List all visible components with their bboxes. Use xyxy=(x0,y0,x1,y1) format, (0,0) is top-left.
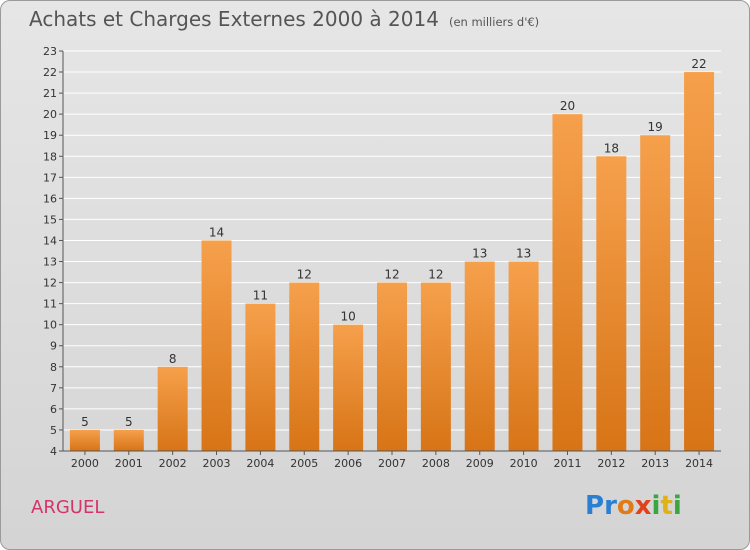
y-tick-label: 15 xyxy=(43,213,57,226)
proxiti-logo: Proxiti xyxy=(585,491,682,521)
y-tick-label: 8 xyxy=(50,361,57,374)
x-tick-label: 2005 xyxy=(290,457,318,470)
logo-letter: P xyxy=(585,491,605,521)
data-label: 19 xyxy=(648,120,663,134)
x-tick-label: 2002 xyxy=(159,457,187,470)
y-tick-label: 19 xyxy=(43,129,57,142)
y-tick-label: 17 xyxy=(43,171,57,184)
bar xyxy=(201,240,232,451)
bar xyxy=(508,261,539,451)
y-tick-label: 12 xyxy=(43,277,57,290)
x-tick-label: 2011 xyxy=(553,457,581,470)
commune-name: ARGUEL xyxy=(31,497,105,518)
x-tick-label: 2004 xyxy=(246,457,274,470)
y-tick-label: 6 xyxy=(50,403,57,416)
data-label: 5 xyxy=(81,415,89,429)
data-label: 10 xyxy=(340,310,355,324)
x-tick-label: 2001 xyxy=(115,457,143,470)
y-tick-label: 13 xyxy=(43,256,57,269)
data-label: 14 xyxy=(209,225,224,239)
data-label: 12 xyxy=(384,268,399,282)
y-tick-label: 10 xyxy=(43,319,57,332)
x-tick-label: 2006 xyxy=(334,457,362,470)
bar xyxy=(464,261,495,451)
axes: 4 5 6 7 8 9 10 11 12 13 14 15 16 17 18 19 20 21 22 23 2000 20… xyxy=(43,45,721,470)
bar xyxy=(113,429,144,451)
y-tick-label: 14 xyxy=(43,234,57,247)
y-tick-label: 22 xyxy=(43,66,57,79)
y-tick-label: 4 xyxy=(50,445,57,458)
y-tick-label: 5 xyxy=(50,424,57,437)
data-label: 20 xyxy=(560,99,575,113)
data-label: 18 xyxy=(604,141,619,155)
x-tick-label: 2012 xyxy=(597,457,625,470)
data-label: 11 xyxy=(253,289,268,303)
bar xyxy=(289,282,320,451)
y-tick-label: 16 xyxy=(43,192,57,205)
chart-title: Achats et Charges Externes 2000 à 2014 (e… xyxy=(29,7,539,31)
data-label: 8 xyxy=(169,352,177,366)
y-tick-label: 9 xyxy=(50,340,57,353)
data-label: 13 xyxy=(472,247,487,261)
bar xyxy=(377,282,407,451)
bar xyxy=(420,282,451,451)
logo-letter: i xyxy=(672,491,682,521)
x-tick-label: 2000 xyxy=(71,457,99,470)
bar xyxy=(333,324,364,451)
x-tick-label: 2014 xyxy=(685,457,713,470)
x-tick-label: 2013 xyxy=(641,457,669,470)
y-tick-label: 7 xyxy=(50,382,57,395)
bars: 5 5 8 14 11 12 10 12 12 13 13 20 18 19 22 xyxy=(69,57,715,452)
y-tick-label: 11 xyxy=(43,298,57,311)
y-tick-label: 20 xyxy=(43,108,57,121)
data-label: 22 xyxy=(691,57,706,71)
logo-letter: i xyxy=(651,491,661,521)
bar xyxy=(245,303,276,451)
logo-letter: x xyxy=(634,491,652,521)
x-tick-label: 2010 xyxy=(510,457,538,470)
logo-letter: o xyxy=(616,491,635,521)
x-tick-label: 2003 xyxy=(203,457,231,470)
bar xyxy=(552,114,583,451)
logo-letter: t xyxy=(660,491,673,521)
bar xyxy=(69,429,100,451)
data-label: 12 xyxy=(428,268,443,282)
title-main: Achats et Charges Externes 2000 à 2014 xyxy=(29,7,439,31)
bar xyxy=(157,366,188,451)
title-unit: (en milliers d'€) xyxy=(448,15,540,29)
x-tick-label: 2007 xyxy=(378,457,406,470)
bar xyxy=(640,135,671,452)
bar xyxy=(596,156,627,451)
x-tick-label: 2008 xyxy=(422,457,450,470)
y-tick-label: 18 xyxy=(43,150,57,163)
logo-letter: r xyxy=(604,491,617,521)
bar xyxy=(684,72,715,451)
data-label: 13 xyxy=(516,247,531,261)
data-label: 12 xyxy=(297,268,312,282)
data-label: 5 xyxy=(125,415,133,429)
y-tick-label: 21 xyxy=(43,87,57,100)
x-tick-label: 2009 xyxy=(466,457,494,470)
y-tick-label: 23 xyxy=(43,45,57,58)
